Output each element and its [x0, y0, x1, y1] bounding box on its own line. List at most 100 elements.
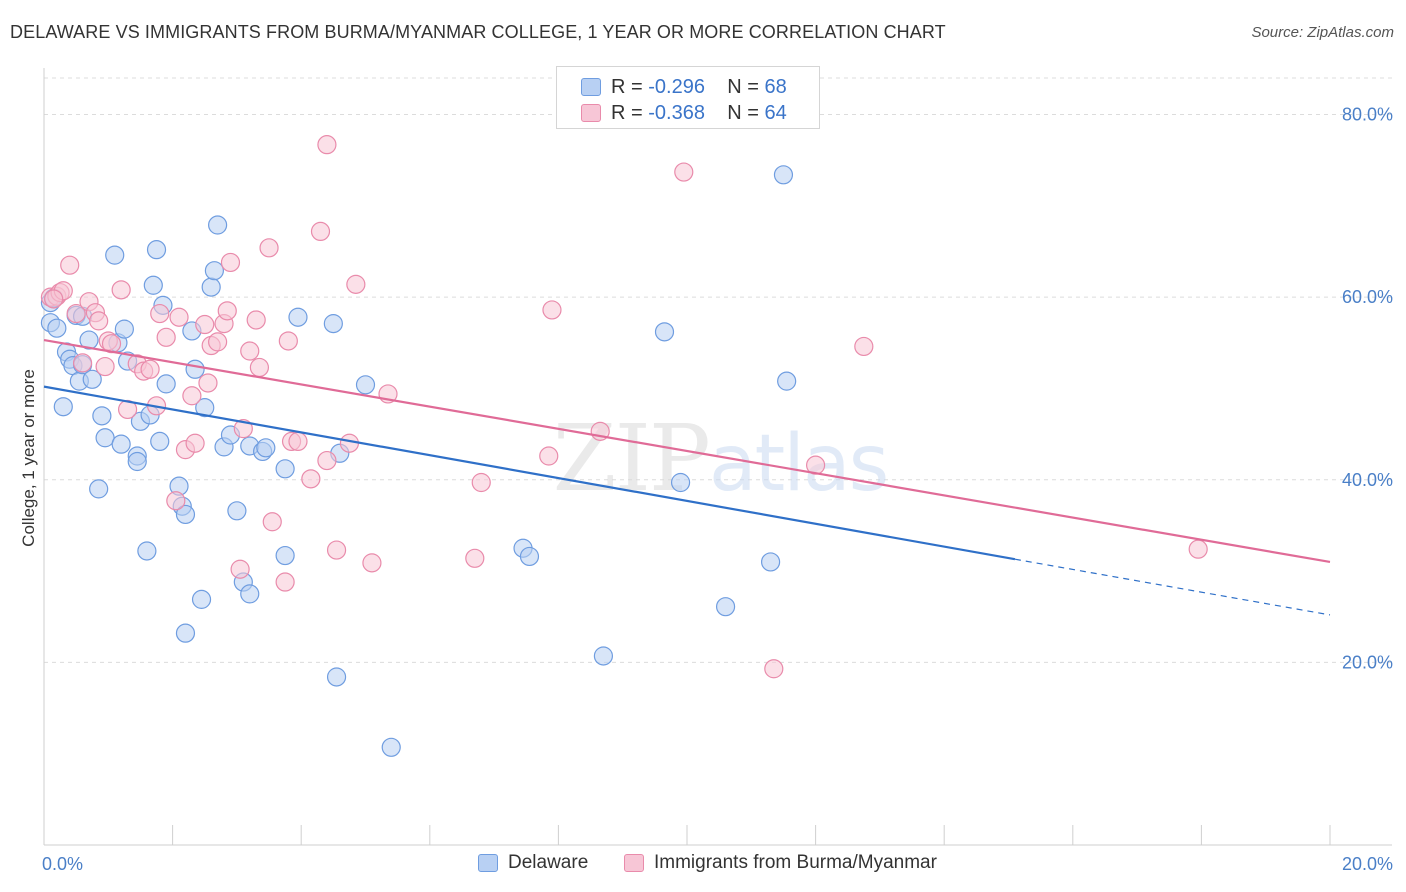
burma-point: [362, 553, 382, 573]
burma-point: [246, 310, 266, 330]
delaware-point: [670, 472, 691, 493]
legend-swatch-blue: [581, 78, 601, 96]
delaware-point: [204, 261, 224, 281]
delaware-point: [82, 369, 102, 389]
x-tick-label: 20.0%: [1342, 854, 1393, 874]
burma-point: [208, 332, 228, 352]
burma-point: [1188, 539, 1208, 559]
legend-n-label: N =: [727, 75, 765, 98]
burma-point: [539, 446, 559, 466]
burma-point: [156, 327, 176, 347]
delaware-point: [92, 406, 112, 426]
burma-point: [44, 289, 64, 309]
delaware-point: [760, 552, 781, 572]
burma-point: [182, 386, 202, 406]
delaware-trend-extension: [1014, 558, 1331, 616]
burma-point: [169, 307, 189, 327]
legend-r-label: R =: [611, 101, 649, 124]
delaware-point: [323, 314, 343, 334]
burma-point: [465, 548, 485, 568]
burma-point: [301, 469, 321, 489]
trend-lines: [43, 338, 1331, 616]
legend-r-value: -0.296: [648, 75, 705, 98]
legend-item-label: Delaware: [508, 852, 589, 873]
delaware-point: [89, 479, 109, 499]
burma-point: [89, 311, 109, 331]
burma-point: [764, 659, 784, 679]
burma-point: [317, 135, 337, 155]
delaware-point: [355, 375, 376, 395]
burma-point: [339, 433, 360, 453]
burma-point: [166, 491, 186, 511]
burma-point: [542, 300, 562, 320]
legend-swatch-blue: [478, 854, 498, 872]
y-tick-label: 80.0%: [1342, 105, 1393, 125]
legend-n-value: 64: [764, 101, 787, 124]
legend-n-label: N =: [727, 101, 765, 124]
y-tick-label: 20.0%: [1342, 652, 1393, 672]
legend-r-label: R =: [611, 75, 649, 98]
burma-point: [674, 162, 694, 182]
watermark-zip: ZIP: [553, 405, 709, 512]
delaware-point: [227, 501, 247, 521]
source-label: Source: ZipAtlas.com: [1251, 24, 1394, 41]
legend-item-burma[interactable]: Immigrants from Burma/Myanmar: [624, 852, 937, 874]
burma-point: [233, 419, 253, 439]
delaware-point: [127, 451, 147, 472]
burma-point: [317, 450, 337, 471]
delaware-point: [326, 667, 347, 687]
y-tick-label: 60.0%: [1342, 287, 1393, 307]
legend-n-value: 68: [764, 75, 787, 98]
delaware-point: [114, 319, 134, 339]
delaware-point: [146, 240, 167, 260]
burma-point: [72, 353, 93, 373]
burma-trend-line: [43, 338, 1331, 564]
burma-point: [230, 559, 250, 579]
burma-point: [262, 512, 282, 532]
x-tick-label: 0.0%: [42, 854, 83, 874]
burma-point: [217, 301, 237, 321]
burma-point: [150, 303, 170, 324]
legend-row-burma: R = -0.368 N = 64: [581, 101, 787, 125]
delaware-point: [111, 434, 131, 454]
burma-point: [198, 373, 218, 393]
delaware-point: [156, 374, 176, 394]
delaware-trend-line: [43, 385, 1016, 561]
delaware-point: [185, 359, 205, 379]
legend-item-delaware[interactable]: Delaware: [478, 852, 588, 874]
burma-point: [310, 221, 331, 241]
delaware-point: [654, 322, 675, 342]
delaware-point: [150, 431, 170, 452]
burma-point: [140, 359, 160, 379]
delaware-point: [777, 371, 797, 391]
delaware-point: [275, 459, 295, 479]
delaware-point: [773, 165, 794, 185]
burma-point: [185, 433, 205, 453]
burma-point: [240, 341, 260, 361]
delaware-point: [195, 398, 215, 418]
delaware-point: [143, 275, 163, 295]
burma-point: [275, 572, 295, 592]
delaware-point: [191, 589, 212, 609]
axes: [43, 68, 1392, 846]
delaware-point: [256, 438, 276, 458]
burma-point: [66, 303, 86, 324]
delaware-point: [79, 330, 99, 350]
delaware-point: [240, 584, 260, 604]
legend-swatch-pink: [581, 104, 601, 122]
delaware-point: [593, 646, 614, 666]
delaware-point: [201, 277, 221, 297]
delaware-point: [105, 245, 125, 265]
chart-title: DELAWARE VS IMMIGRANTS FROM BURMA/MYANMA…: [10, 22, 946, 42]
legend-swatch-pink: [624, 854, 644, 872]
legend-spacer: [705, 76, 727, 99]
legend-spacer: [705, 102, 727, 125]
delaware-point: [715, 597, 736, 617]
y-axis-label: College, 1 year or more: [19, 369, 38, 547]
delaware-point: [288, 307, 308, 327]
y-tick-label: 40.0%: [1342, 470, 1393, 490]
legend-item-label: Immigrants from Burma/Myanmar: [654, 852, 937, 873]
watermark-atlas: atlas: [709, 419, 888, 509]
tick-labels: 20.0% 40.0% 60.0% 80.0% 0.0% 20.0%: [42, 105, 1393, 874]
